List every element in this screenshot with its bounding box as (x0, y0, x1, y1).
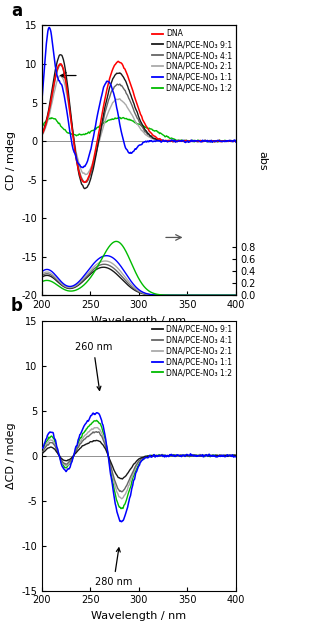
Text: b: b (11, 297, 23, 316)
Text: a: a (11, 2, 22, 20)
Text: 260 nm: 260 nm (75, 342, 112, 391)
Y-axis label: ΔCD / mdeg: ΔCD / mdeg (6, 422, 16, 489)
X-axis label: Wavelength / nm: Wavelength / nm (91, 611, 186, 621)
Text: 280 nm: 280 nm (95, 548, 132, 587)
Legend: DNA, DNA/PCE-NO₃ 9:1, DNA/PCE-NO₃ 4:1, DNA/PCE-NO₃ 2:1, DNA/PCE-NO₃ 1:1, DNA/PCE: DNA, DNA/PCE-NO₃ 9:1, DNA/PCE-NO₃ 4:1, D… (152, 29, 232, 93)
Y-axis label: CD / mdeg: CD / mdeg (6, 131, 16, 190)
X-axis label: Wavelength / nm: Wavelength / nm (91, 316, 186, 326)
Y-axis label: abs: abs (257, 150, 267, 170)
Legend: DNA/PCE-NO₃ 9:1, DNA/PCE-NO₃ 4:1, DNA/PCE-NO₃ 2:1, DNA/PCE-NO₃ 1:1, DNA/PCE-NO₃ : DNA/PCE-NO₃ 9:1, DNA/PCE-NO₃ 4:1, DNA/PC… (152, 324, 232, 377)
